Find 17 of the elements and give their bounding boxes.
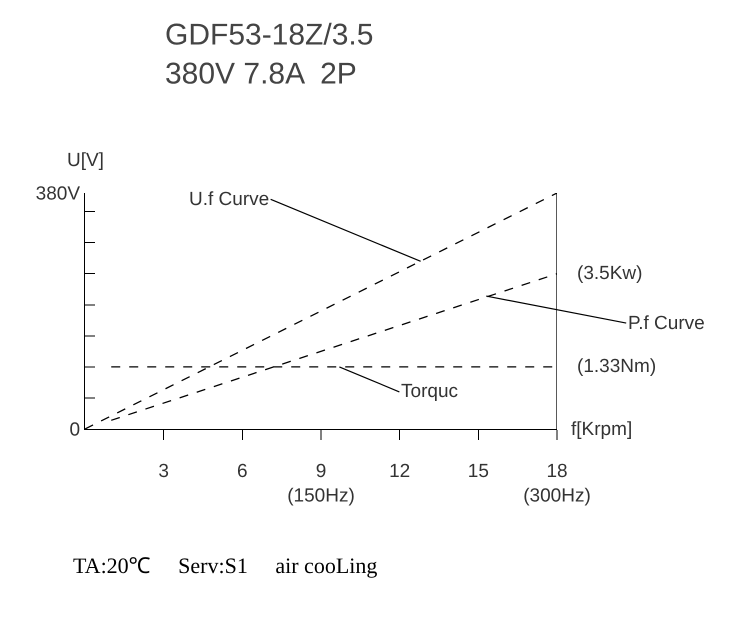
x-tick-label: 15 xyxy=(468,460,489,482)
y-axis-title: U[V] xyxy=(67,150,104,171)
chart-title: GDF53-18Z/3.5 380V 7.8A 2P xyxy=(165,18,374,90)
annotation: P.f Curve xyxy=(628,313,705,334)
x-tick-label: 9 (150Hz) xyxy=(287,460,355,507)
annotation: U.f Curve xyxy=(189,189,270,210)
annotation: (1.33Nm) xyxy=(577,356,656,377)
y-tick-label: 0 xyxy=(69,420,80,441)
x-axis-title: f[Krpm] xyxy=(571,419,632,440)
x-tick-label: 12 xyxy=(389,460,410,482)
y-tick-label: 380V xyxy=(36,184,80,205)
text: TA:20℃ Serv:S1 air cooLing xyxy=(73,553,378,578)
annotation: Torquc xyxy=(401,381,458,402)
x-tick-label: 18 (300Hz) xyxy=(523,460,591,507)
annotation: (3.5Kw) xyxy=(577,263,642,284)
x-tick-label: 3 xyxy=(158,460,169,482)
x-tick-label: 6 xyxy=(237,460,248,482)
